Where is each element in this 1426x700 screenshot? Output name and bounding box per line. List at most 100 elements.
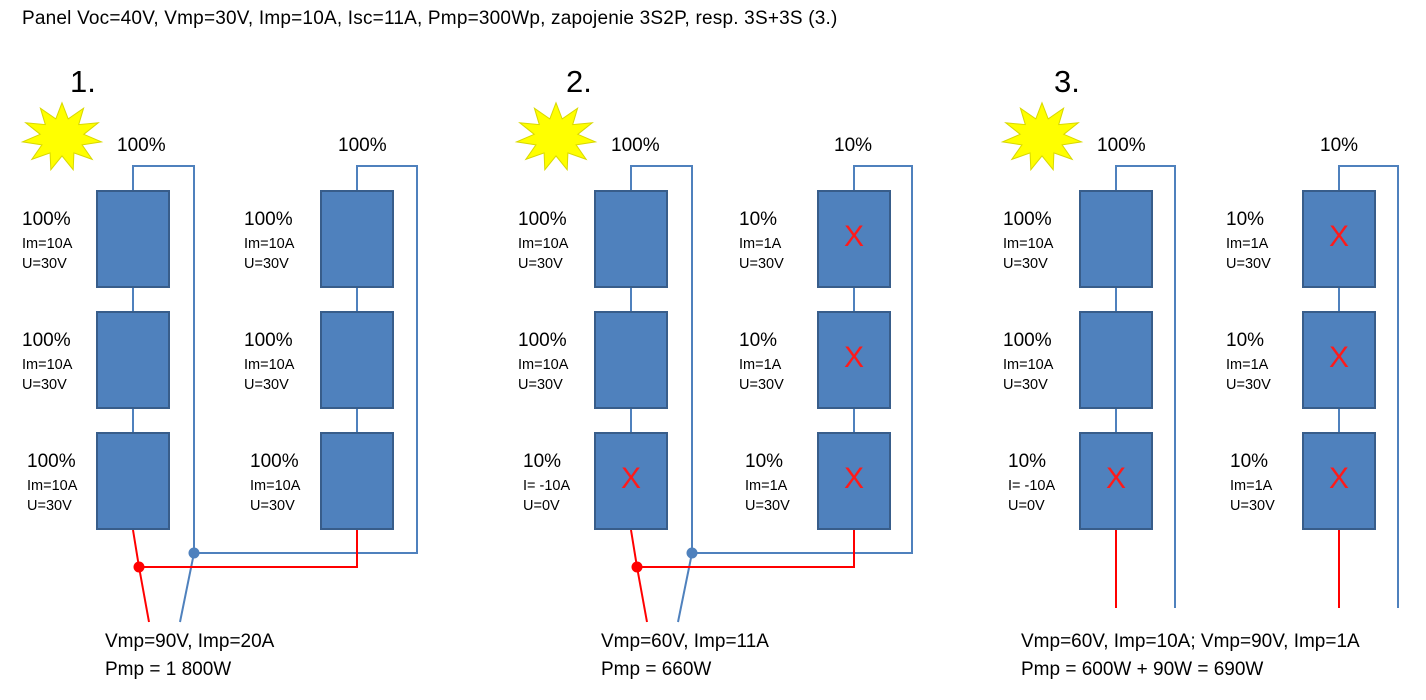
solar-panel: X [1302,311,1376,409]
panel-voltage: U=30V [518,256,563,272]
string-a-top-irradiance: 100% [611,135,660,156]
negative-return-wire [692,165,913,554]
result-voltage-current: Vmp=60V, Imp=10A; Vmp=90V, Imp=1A [1021,631,1360,652]
panel-values: Im=10A U=30V [518,355,568,395]
panel-voltage: U=30V [244,256,289,272]
panel-values: Im=1A U=30V [739,355,784,395]
panel-current: I= -10A [523,478,571,494]
panel-values: Im=10A U=30V [250,476,300,516]
panel-current: Im=10A [518,357,569,373]
solar-panel: X [817,432,891,530]
result-voltage-current: Vmp=60V, Imp=11A [601,631,769,652]
solar-panel [320,190,394,288]
panel-current: Im=1A [739,236,782,252]
panel-voltage: U=30V [739,377,784,393]
scenario-result: Vmp=90V, Imp=20A Pmp = 1 800W [105,628,274,684]
panel-irradiance: 10% [739,330,778,351]
negative-output-lead [677,552,693,623]
panel-values: Im=1A U=30V [1230,476,1275,516]
x-mark-icon: X [1105,462,1126,495]
panel-voltage: U=0V [523,498,560,514]
sun-icon [1000,101,1084,172]
result-power: Pmp = 660W [601,659,712,680]
solar-panel [1079,311,1153,409]
positive-output-lead [138,566,150,623]
panel-values: Im=1A U=30V [739,234,784,274]
panel-voltage: U=30V [745,498,790,514]
solar-panel [1079,190,1153,288]
x-mark-icon: X [620,462,641,495]
panel-voltage: U=30V [22,256,67,272]
negative-return-wire [630,165,693,553]
scenario-number: 2. [566,64,592,99]
panel-values: Im=1A U=30V [1226,355,1271,395]
string-a-top-irradiance: 100% [117,135,166,156]
panel-voltage: U=30V [1226,377,1271,393]
panel-values: Im=10A U=30V [1003,355,1053,395]
string-b-top-irradiance: 10% [1320,135,1359,156]
solar-panel: X [817,190,891,288]
panel-current: I= -10A [1008,478,1056,494]
panel-voltage: U=30V [1003,256,1048,272]
panel-current: Im=1A [1226,236,1269,252]
panel-current: Im=10A [27,478,78,494]
scenario-number: 3. [1054,64,1080,99]
panel-irradiance: 100% [244,330,293,351]
solar-panel: X [594,432,668,530]
panel-current: Im=10A [1003,236,1054,252]
result-power: Pmp = 600W + 90W = 690W [1021,659,1264,680]
panel-voltage: U=0V [1008,498,1045,514]
panel-values: Im=10A U=30V [27,476,77,516]
panel-voltage: U=30V [739,256,784,272]
panel-voltage: U=30V [1003,377,1048,393]
panel-current: Im=10A [250,478,301,494]
positive-output-lead [636,566,648,623]
panel-irradiance: 10% [745,451,784,472]
string-b-top-irradiance: 100% [338,135,387,156]
scenario-result: Vmp=60V, Imp=10A; Vmp=90V, Imp=1A Pmp = 6… [1021,628,1360,684]
string-b-top-irradiance: 10% [834,135,873,156]
solar-panel: X [1079,432,1153,530]
panel-values: Im=10A U=30V [22,234,72,274]
result-voltage-current: Vmp=90V, Imp=20A [105,631,275,652]
panel-irradiance: 100% [244,209,293,230]
panel-values: I= -10A U=0V [523,476,570,516]
panel-irradiance: 100% [250,451,299,472]
panel-values: Im=1A U=30V [1226,234,1271,274]
solar-panel: X [817,311,891,409]
panel-current: Im=10A [22,357,73,373]
result-power: Pmp = 1 800W [105,659,232,680]
x-mark-icon: X [843,462,864,495]
solar-panel [594,311,668,409]
panel-values: Im=10A U=30V [244,355,294,395]
string-a-top-irradiance: 100% [1097,135,1146,156]
panel-irradiance: 10% [1230,451,1269,472]
positive-bus-wire [630,529,855,568]
panel-current: Im=10A [244,236,295,252]
panel-irradiance: 100% [22,330,71,351]
negative-return-wire [1115,165,1176,608]
negative-output-lead [179,552,195,623]
x-mark-icon: X [1328,341,1349,374]
solar-panel [96,190,170,288]
panel-irradiance: 100% [1003,330,1052,351]
negative-return-wire [132,165,195,553]
panel-current: Im=10A [22,236,73,252]
scenario-number: 1. [70,64,96,99]
panel-values: Im=10A U=30V [244,234,294,274]
panel-irradiance: 100% [518,209,567,230]
solar-panel: X [1302,432,1376,530]
solar-panel: X [1302,190,1376,288]
panel-voltage: U=30V [1226,256,1271,272]
solar-panel [594,190,668,288]
panel-values: Im=10A U=30V [22,355,72,395]
sun-icon [514,101,598,172]
x-mark-icon: X [1328,462,1349,495]
panel-irradiance: 100% [518,330,567,351]
x-mark-icon: X [1328,220,1349,253]
negative-return-wire [1338,165,1399,608]
panel-irradiance: 100% [1003,209,1052,230]
panel-voltage: U=30V [518,377,563,393]
panel-irradiance: 10% [739,209,778,230]
panel-irradiance: 10% [523,451,562,472]
